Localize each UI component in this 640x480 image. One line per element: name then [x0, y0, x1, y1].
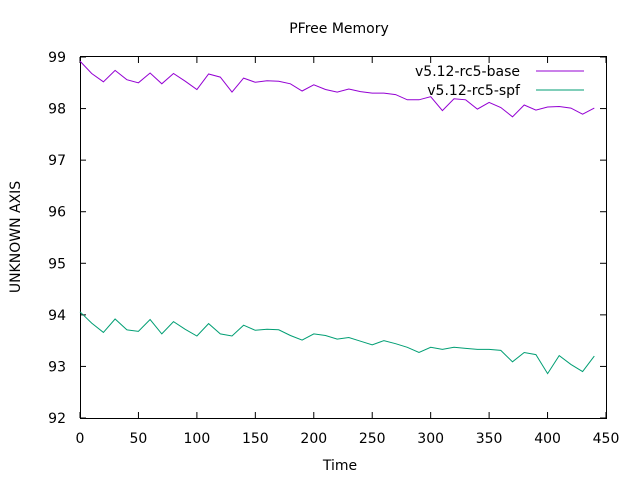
y-tick-label: 96	[48, 205, 66, 221]
x-tick-label: 250	[359, 431, 386, 447]
x-tick-label: 300	[417, 431, 444, 447]
y-tick-label: 93	[48, 359, 66, 375]
x-tick-label: 350	[476, 431, 503, 447]
x-tick-label: 50	[130, 431, 148, 447]
x-tick-label: 150	[242, 431, 269, 447]
y-tick-label: 99	[48, 50, 66, 66]
legend: v5.12-rc5-base v5.12-rc5-spf	[415, 64, 584, 99]
axis-ticks: 92 93 94 95 96 97 98 99 0 50 100 150 200 250 300 350 400…	[48, 50, 619, 447]
plot-frame	[80, 56, 607, 419]
y-tick-label: 92	[48, 411, 66, 427]
chart-title: PFree Memory	[289, 21, 389, 37]
y-axis-label: UNKNOWN AXIS	[8, 181, 24, 293]
x-tick-label: 100	[184, 431, 211, 447]
y-tick-label: 95	[48, 256, 66, 272]
x-axis-label: Time	[322, 458, 357, 474]
y-tick-label: 98	[48, 102, 66, 118]
x-tick-label: 200	[300, 431, 327, 447]
x-tick-label: 450	[593, 431, 620, 447]
x-tick-label: 0	[76, 431, 85, 447]
y-tick-label: 97	[48, 153, 66, 169]
y-tick-label: 94	[48, 308, 66, 324]
x-tick-label: 400	[534, 431, 561, 447]
series-line-1	[79, 60, 595, 118]
series-line-2	[79, 311, 595, 375]
legend-label: v5.12-rc5-base	[415, 64, 520, 80]
series-lines	[79, 60, 595, 375]
legend-label: v5.12-rc5-spf	[427, 83, 521, 99]
